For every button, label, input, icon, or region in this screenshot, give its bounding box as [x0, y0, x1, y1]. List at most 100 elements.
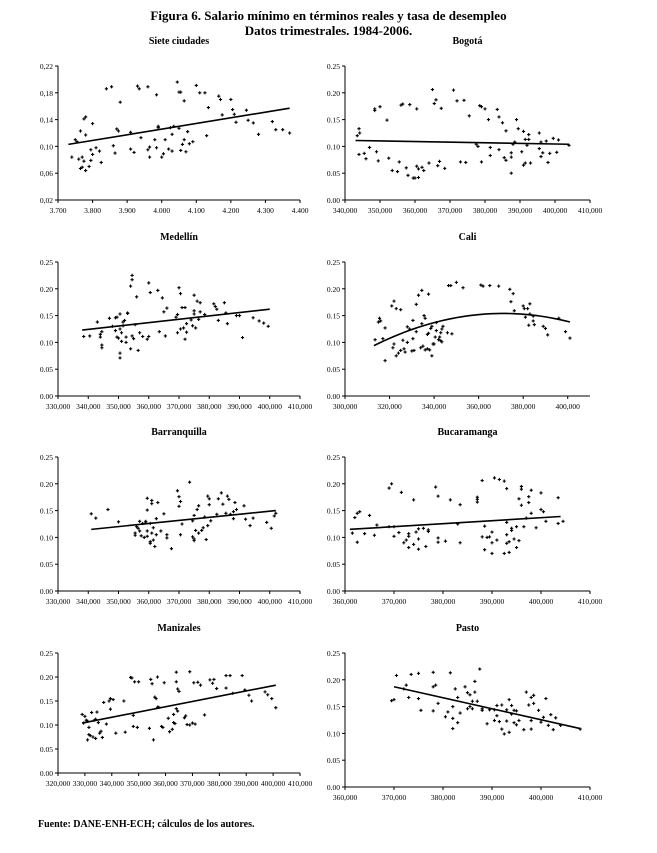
data-point	[490, 530, 494, 534]
panel-title: Siete ciudades	[149, 36, 209, 47]
y-tick-label: 0.00	[327, 783, 340, 792]
data-point	[438, 335, 442, 339]
data-point	[154, 146, 159, 150]
data-point	[483, 548, 487, 552]
data-point	[70, 155, 74, 159]
x-tick-label: 380,000	[197, 597, 222, 606]
data-point	[458, 711, 462, 715]
data-point	[392, 299, 396, 303]
x-tick-label: 340,000	[76, 402, 101, 411]
x-tick-label: 400,000	[261, 779, 286, 788]
data-point	[399, 103, 403, 107]
data-point	[111, 697, 115, 702]
data-point	[215, 686, 219, 691]
data-point	[194, 83, 198, 88]
data-point	[217, 94, 221, 98]
data-point	[82, 334, 86, 339]
data-point	[458, 503, 462, 507]
data-point	[170, 149, 174, 153]
data-point	[529, 488, 533, 492]
data-point	[436, 338, 441, 342]
data-point	[125, 311, 130, 316]
x-tick-label: 400,000	[529, 597, 554, 606]
data-point	[505, 520, 509, 524]
data-point	[116, 336, 121, 340]
panel-title: Barranquilla	[151, 427, 207, 438]
data-point	[446, 710, 450, 714]
data-point	[169, 547, 174, 551]
data-point	[411, 318, 415, 323]
data-point	[83, 714, 87, 718]
data-point	[174, 707, 178, 711]
data-point	[175, 489, 180, 493]
data-point	[451, 716, 455, 720]
panel-3: Medellín 0.00 0.05 0.10 0.15 0.20 0.25 330,000 3…	[40, 232, 313, 411]
data-point	[529, 511, 533, 515]
data-point	[394, 354, 398, 358]
panel-title: Manizales	[157, 623, 200, 634]
data-point	[106, 507, 110, 512]
data-point	[224, 511, 228, 515]
data-point	[509, 171, 513, 175]
y-tick-label: 0.05	[327, 560, 340, 569]
y-tick-label: 0.20	[40, 285, 53, 294]
x-tick-label: 330,000	[46, 597, 71, 606]
data-point	[266, 693, 270, 697]
data-point	[488, 283, 492, 288]
x-tick-label: 360,000	[137, 402, 162, 411]
data-point	[222, 301, 226, 305]
data-point	[201, 526, 205, 530]
data-point	[532, 323, 536, 327]
x-tick-label: 320,000	[377, 402, 402, 411]
data-point	[539, 720, 543, 724]
data-point	[519, 484, 523, 489]
data-point	[246, 118, 250, 122]
data-point	[73, 138, 77, 142]
data-point	[184, 714, 188, 718]
trend-line	[82, 684, 276, 724]
data-point	[428, 348, 432, 352]
x-tick-label: 330,000	[73, 779, 98, 788]
trend-line	[91, 509, 276, 531]
data-point	[376, 159, 380, 163]
data-point	[174, 670, 178, 674]
data-point	[116, 129, 121, 133]
data-point	[404, 166, 408, 170]
data-point	[448, 671, 452, 675]
data-point	[166, 716, 170, 720]
y-tick-label: 0.05	[40, 365, 53, 374]
data-point	[507, 540, 511, 544]
data-point	[529, 695, 533, 700]
data-point	[521, 163, 526, 167]
y-tick-label: 0.00	[40, 392, 53, 401]
data-point	[524, 690, 528, 694]
data-point	[156, 500, 160, 505]
x-tick-label: 3.800	[84, 206, 101, 215]
data-point	[507, 698, 511, 702]
data-point	[407, 532, 411, 536]
data-point	[151, 526, 155, 530]
x-tick-label: 350,000	[106, 402, 131, 411]
data-point	[512, 537, 516, 541]
data-point	[192, 312, 196, 316]
data-point	[192, 309, 196, 313]
data-point	[500, 703, 504, 707]
data-point	[510, 526, 514, 530]
data-point	[514, 118, 519, 122]
data-point	[80, 165, 84, 169]
data-point	[98, 332, 102, 336]
data-point	[529, 727, 533, 731]
data-point	[146, 148, 150, 152]
data-point	[461, 286, 465, 290]
data-point	[355, 540, 359, 544]
data-point	[402, 541, 406, 545]
data-point	[416, 547, 421, 551]
data-point	[390, 168, 394, 173]
data-point	[145, 337, 149, 341]
data-point	[544, 519, 548, 523]
data-point	[395, 169, 400, 174]
data-point	[470, 699, 474, 703]
figure-title: Figura 6. Salario mínimo en términos rea…	[150, 8, 507, 23]
data-point	[118, 100, 122, 104]
data-point	[500, 121, 505, 125]
